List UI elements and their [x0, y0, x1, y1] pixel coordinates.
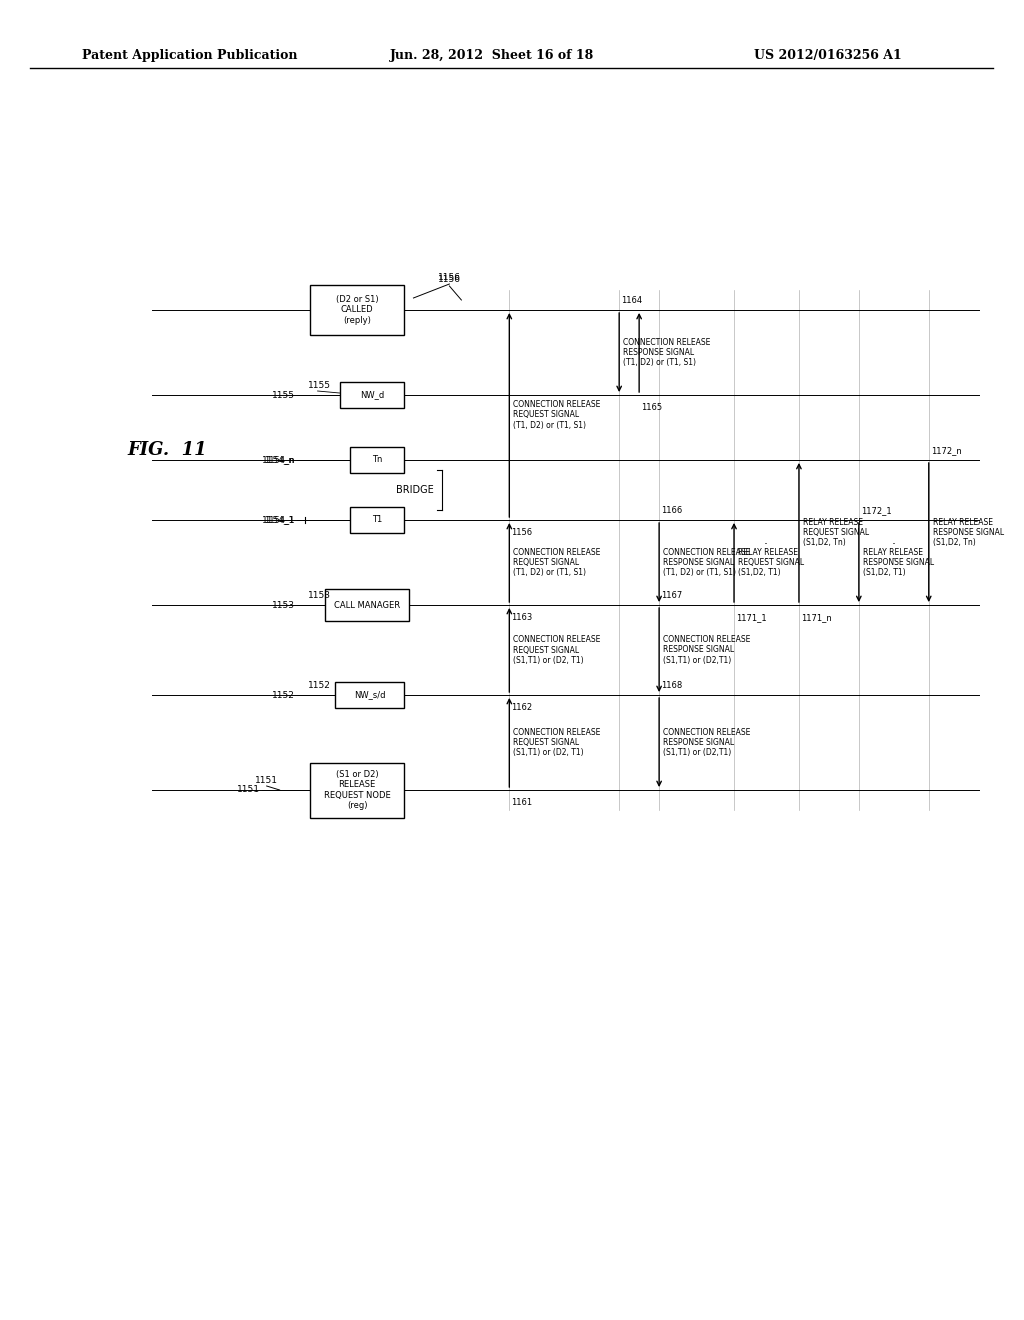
Text: (D2 or S1)
CALLED
(reply): (D2 or S1) CALLED (reply) [336, 296, 378, 325]
Text: CONNECTION RELEASE
RESPONSE SIGNAL
(S1,T1) or (D2,T1): CONNECTION RELEASE RESPONSE SIGNAL (S1,T… [664, 727, 751, 758]
Text: 1151: 1151 [237, 785, 260, 795]
Text: CONNECTION RELEASE
RESPONSE SIGNAL
(S1,T1) or (D2,T1): CONNECTION RELEASE RESPONSE SIGNAL (S1,T… [664, 635, 751, 665]
Text: 1163: 1163 [511, 612, 532, 622]
Text: 1167: 1167 [662, 591, 682, 601]
Text: T1: T1 [372, 516, 382, 524]
Text: CONNECTION RELEASE
RESPONSE SIGNAL
(T1, D2) or (T1, S1): CONNECTION RELEASE RESPONSE SIGNAL (T1, … [624, 338, 711, 367]
Text: (S1 or D2)
RELEASE
REQUEST NODE
(reg): (S1 or D2) RELEASE REQUEST NODE (reg) [324, 770, 390, 810]
Text: RELAY RELEASE
RESPONSE SIGNAL
(S1,D2, Tn): RELAY RELEASE RESPONSE SIGNAL (S1,D2, Tn… [933, 517, 1004, 548]
Bar [349, 447, 404, 473]
Text: NW_d: NW_d [359, 391, 384, 400]
Text: RELAY RELEASE
REQUEST SIGNAL
(S1,D2, T1): RELAY RELEASE REQUEST SIGNAL (S1,D2, T1) [738, 548, 804, 577]
Text: 1171_n: 1171_n [801, 612, 831, 622]
Text: 1156: 1156 [438, 275, 461, 284]
Text: FIG.  11: FIG. 11 [128, 441, 208, 459]
Text: 1153: 1153 [307, 591, 331, 601]
Text: 1154_1: 1154_1 [261, 516, 295, 524]
Text: 1153: 1153 [271, 601, 295, 610]
Text: 1155: 1155 [307, 381, 331, 389]
Text: 1152: 1152 [307, 681, 331, 690]
Bar [340, 381, 404, 408]
Text: 1152: 1152 [271, 690, 295, 700]
Bar [349, 507, 404, 533]
Text: BRIDGE: BRIDGE [395, 484, 433, 495]
Text: 1168: 1168 [662, 681, 682, 690]
Text: Patent Application Publication: Patent Application Publication [82, 49, 297, 62]
Text: NW_s/d: NW_s/d [353, 690, 385, 700]
Text: 1171_1: 1171_1 [736, 612, 767, 622]
Bar [309, 763, 404, 817]
Text: US 2012/0163256 A1: US 2012/0163256 A1 [754, 49, 902, 62]
Text: ·
·: · · [892, 539, 896, 566]
Text: CONNECTION RELEASE
REQUEST SIGNAL
(T1, D2) or (T1, S1): CONNECTION RELEASE REQUEST SIGNAL (T1, D… [513, 548, 601, 577]
Text: CONNECTION RELEASE
REQUEST SIGNAL
(S1,T1) or (D2, T1): CONNECTION RELEASE REQUEST SIGNAL (S1,T1… [513, 727, 601, 758]
Text: 1156: 1156 [438, 273, 461, 282]
Text: CONNECTION RELEASE
REQUEST SIGNAL
(S1,T1) or (D2, T1): CONNECTION RELEASE REQUEST SIGNAL (S1,T1… [513, 635, 601, 665]
Text: 1166: 1166 [662, 506, 682, 515]
Bar [325, 589, 410, 620]
Text: CALL MANAGER: CALL MANAGER [334, 601, 400, 610]
Text: Tn: Tn [372, 455, 382, 465]
Text: ·
·: · · [764, 539, 768, 566]
Text: RELAY RELEASE
REQUEST SIGNAL
(S1,D2, Tn): RELAY RELEASE REQUEST SIGNAL (S1,D2, Tn) [803, 517, 869, 548]
Bar [335, 682, 404, 708]
Text: 1172_n: 1172_n [931, 446, 962, 455]
Text: 1154_1: 1154_1 [264, 516, 295, 524]
Text: 1172_1: 1172_1 [861, 506, 892, 515]
Text: 1161: 1161 [511, 799, 532, 807]
Text: 1165: 1165 [641, 403, 663, 412]
Text: RELAY RELEASE
RESPONSE SIGNAL
(S1,D2, T1): RELAY RELEASE RESPONSE SIGNAL (S1,D2, T1… [863, 548, 934, 577]
Bar [309, 285, 404, 335]
Text: 1154_n: 1154_n [261, 455, 295, 465]
Text: CONNECTION RELEASE
REQUEST SIGNAL
(T1, D2) or (T1, S1): CONNECTION RELEASE REQUEST SIGNAL (T1, D… [513, 400, 601, 430]
Text: 1156: 1156 [511, 528, 532, 537]
Text: 1162: 1162 [511, 704, 532, 711]
Text: Jun. 28, 2012  Sheet 16 of 18: Jun. 28, 2012 Sheet 16 of 18 [389, 49, 594, 62]
Text: CONNECTION RELEASE
RESPONSE SIGNAL
(T1, D2) or (T1, S1): CONNECTION RELEASE RESPONSE SIGNAL (T1, … [664, 548, 751, 577]
Text: 1164: 1164 [622, 296, 642, 305]
Text: 1155: 1155 [271, 391, 295, 400]
Text: 1151: 1151 [255, 776, 278, 785]
Text: 1154_n: 1154_n [264, 455, 295, 465]
